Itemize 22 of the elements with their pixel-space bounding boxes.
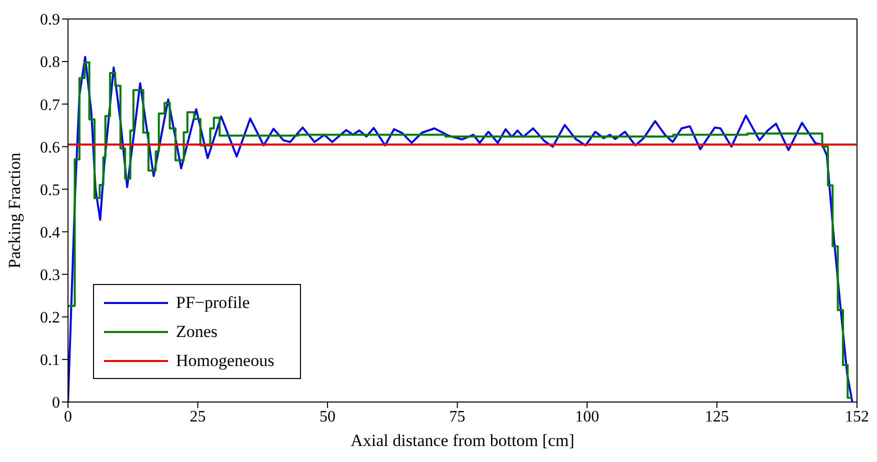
x-tick-label: 50 — [320, 408, 336, 426]
x-tick-label: 152 — [845, 408, 869, 426]
y-tick-label: 0.7 — [40, 96, 60, 114]
y-tick-label: 0.2 — [40, 310, 60, 327]
x-tick-label: 125 — [704, 408, 729, 426]
x-tick-label: 0 — [64, 408, 72, 426]
y-tick-label: 0.9 — [40, 12, 60, 29]
legend-label: Homogeneous — [176, 350, 274, 372]
legend-label: Zones — [176, 321, 218, 343]
x-tick-label: 100 — [575, 408, 600, 426]
y-tick-label: 0.8 — [40, 54, 60, 72]
y-tick-label: 0.1 — [40, 352, 60, 370]
x-axis-title: Axial distance from bottom [cm] — [350, 431, 574, 450]
y-tick-label: 0.3 — [40, 267, 60, 284]
y-tick-label: 0.4 — [40, 224, 60, 242]
y-tick-label: 0.6 — [40, 139, 60, 156]
x-tick-label: 25 — [190, 408, 206, 426]
y-axis-title: Packing Fraction — [5, 152, 24, 268]
y-tick-label: 0 — [52, 394, 60, 412]
y-tick-label: 0.5 — [40, 182, 60, 199]
legend-label: PF−profile — [176, 292, 250, 314]
x-tick-label: 75 — [449, 408, 466, 426]
